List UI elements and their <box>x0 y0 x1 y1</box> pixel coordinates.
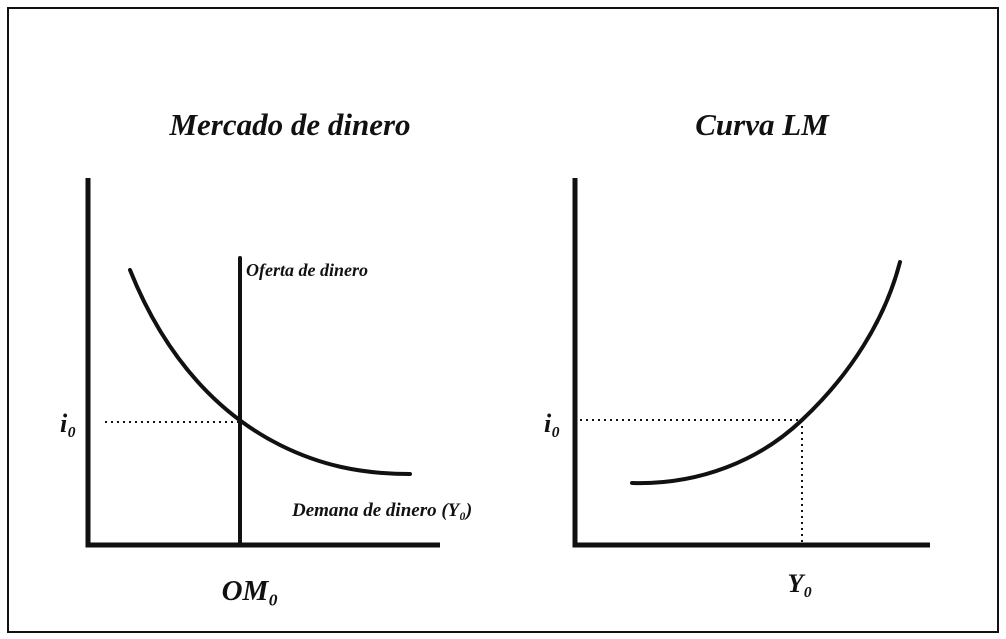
y-label: i₀ <box>544 409 560 438</box>
left-axes <box>85 178 440 548</box>
y-label: i₀ <box>60 409 76 438</box>
frame <box>7 7 999 633</box>
right-title: Curva LM <box>695 107 830 142</box>
supply-label: Oferta de dinero <box>246 260 368 280</box>
demand-curve <box>128 268 412 476</box>
left-title: Mercado de dinero <box>168 107 410 142</box>
x-label: Y₀ <box>788 569 813 598</box>
x-label: OM₀ <box>222 575 279 607</box>
demand-label: Demana de dinero (Y₀) <box>291 500 472 521</box>
right-axes <box>572 178 930 548</box>
